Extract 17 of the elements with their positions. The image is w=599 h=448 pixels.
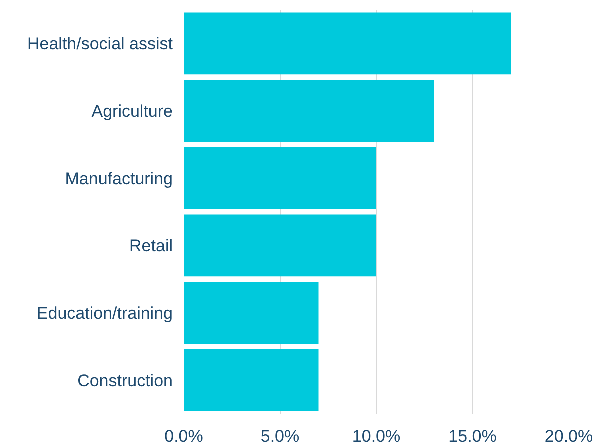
bar bbox=[184, 282, 319, 344]
y-tick-label: Health/social assist bbox=[27, 34, 174, 54]
x-tick-label: 10.0% bbox=[352, 427, 401, 446]
x-tick-label: 20.0% bbox=[544, 427, 594, 446]
x-tick-label: 0.0% bbox=[164, 427, 204, 446]
bar bbox=[184, 80, 434, 142]
bar bbox=[184, 214, 376, 277]
bar bbox=[184, 12, 512, 75]
y-tick-label: Construction bbox=[78, 371, 173, 390]
x-tick-label: 5.0% bbox=[260, 427, 300, 446]
y-tick-label: Manufacturing bbox=[65, 169, 173, 188]
y-tick-label: Agriculture bbox=[92, 102, 173, 121]
bar bbox=[184, 147, 376, 210]
bar bbox=[184, 349, 319, 412]
y-tick-label: Retail bbox=[130, 236, 173, 256]
y-tick-label: Education/training bbox=[36, 304, 173, 323]
x-tick-label: 15.0% bbox=[448, 427, 497, 446]
